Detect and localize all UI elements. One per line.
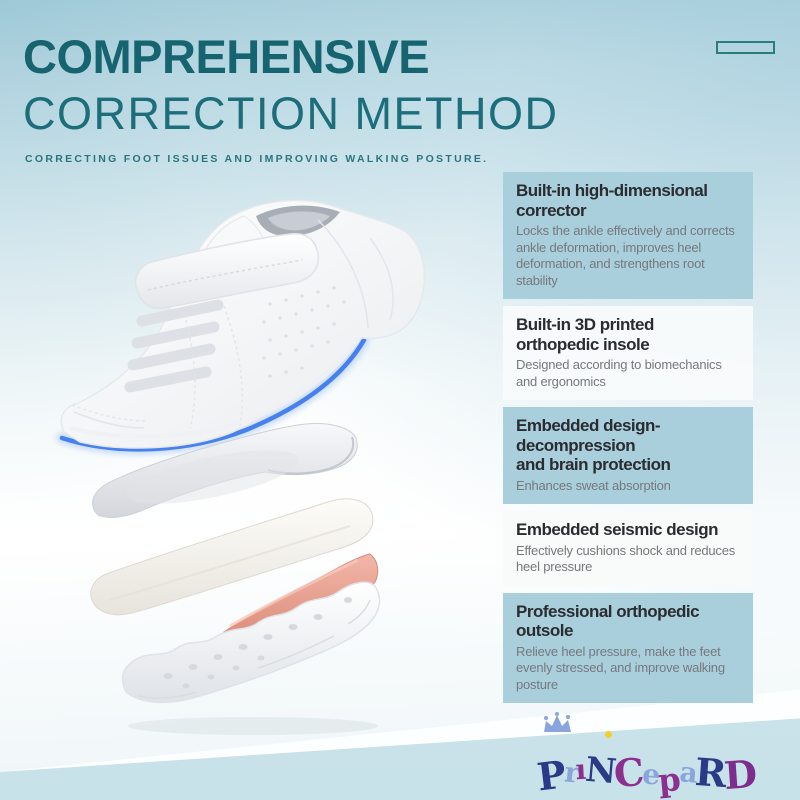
exploded-shoe-illustration	[56, 199, 426, 735]
feature-title: Built-in high-dimensional corrector	[516, 181, 708, 220]
full-length-insole	[90, 498, 374, 616]
feature-card-3d-insole: Built-in 3D printed orthopedic insole De…	[503, 306, 753, 400]
blue-sole-outline	[56, 334, 370, 455]
velcro-strap	[134, 232, 320, 310]
feature-list: Built-in high-dimensional corrector Lock…	[503, 172, 753, 703]
logo-letter: D	[722, 750, 759, 799]
arch-support-insole	[92, 423, 358, 518]
feature-card-outsole: Professional orthopedic outsole Relieve …	[503, 592, 753, 703]
feature-title: Built-in 3D printed orthopedic insole	[516, 315, 654, 354]
feature-title: Embedded seismic design	[516, 520, 719, 539]
orthopedic-outsole	[121, 581, 381, 735]
high-top-orthopedic-shoe	[60, 199, 426, 449]
feature-title: Professional orthopedic outsole	[516, 601, 700, 641]
feature-card-seismic: Embedded seismic design Effectively cush…	[503, 511, 753, 586]
page-title-line2: CORRECTION METHOD	[23, 88, 559, 139]
outsole-holes	[163, 597, 352, 689]
feature-body: Designed according to biomechanics and e…	[516, 357, 722, 389]
page-subtitle: CORRECTING FOOT ISSUES AND IMPROVING WAL…	[25, 153, 489, 165]
feature-title: Embedded design- decompression and brain…	[516, 416, 671, 474]
brand-logo: P r ı N C e p a R D	[532, 712, 796, 800]
feature-body: Relieve heel pressure, make the feet eve…	[516, 643, 725, 692]
feature-body: Effectively cushions shock and reduces h…	[516, 542, 736, 575]
feature-card-corrector: Built-in high-dimensional corrector Lock…	[503, 172, 753, 299]
feature-card-decompression: Embedded design- decompression and brain…	[503, 407, 753, 504]
logo-i-dot	[605, 731, 612, 738]
perforation-dots	[262, 286, 346, 378]
crown-icon	[544, 712, 571, 732]
feature-body: Enhances sweat absorption	[516, 477, 671, 493]
feature-body: Locks the ankle effectively and corrects…	[516, 223, 735, 288]
decorative-rectangle-icon	[716, 41, 775, 54]
shoe-laces	[124, 299, 224, 393]
page-title-line1: COMPREHENSIVE	[23, 30, 430, 83]
